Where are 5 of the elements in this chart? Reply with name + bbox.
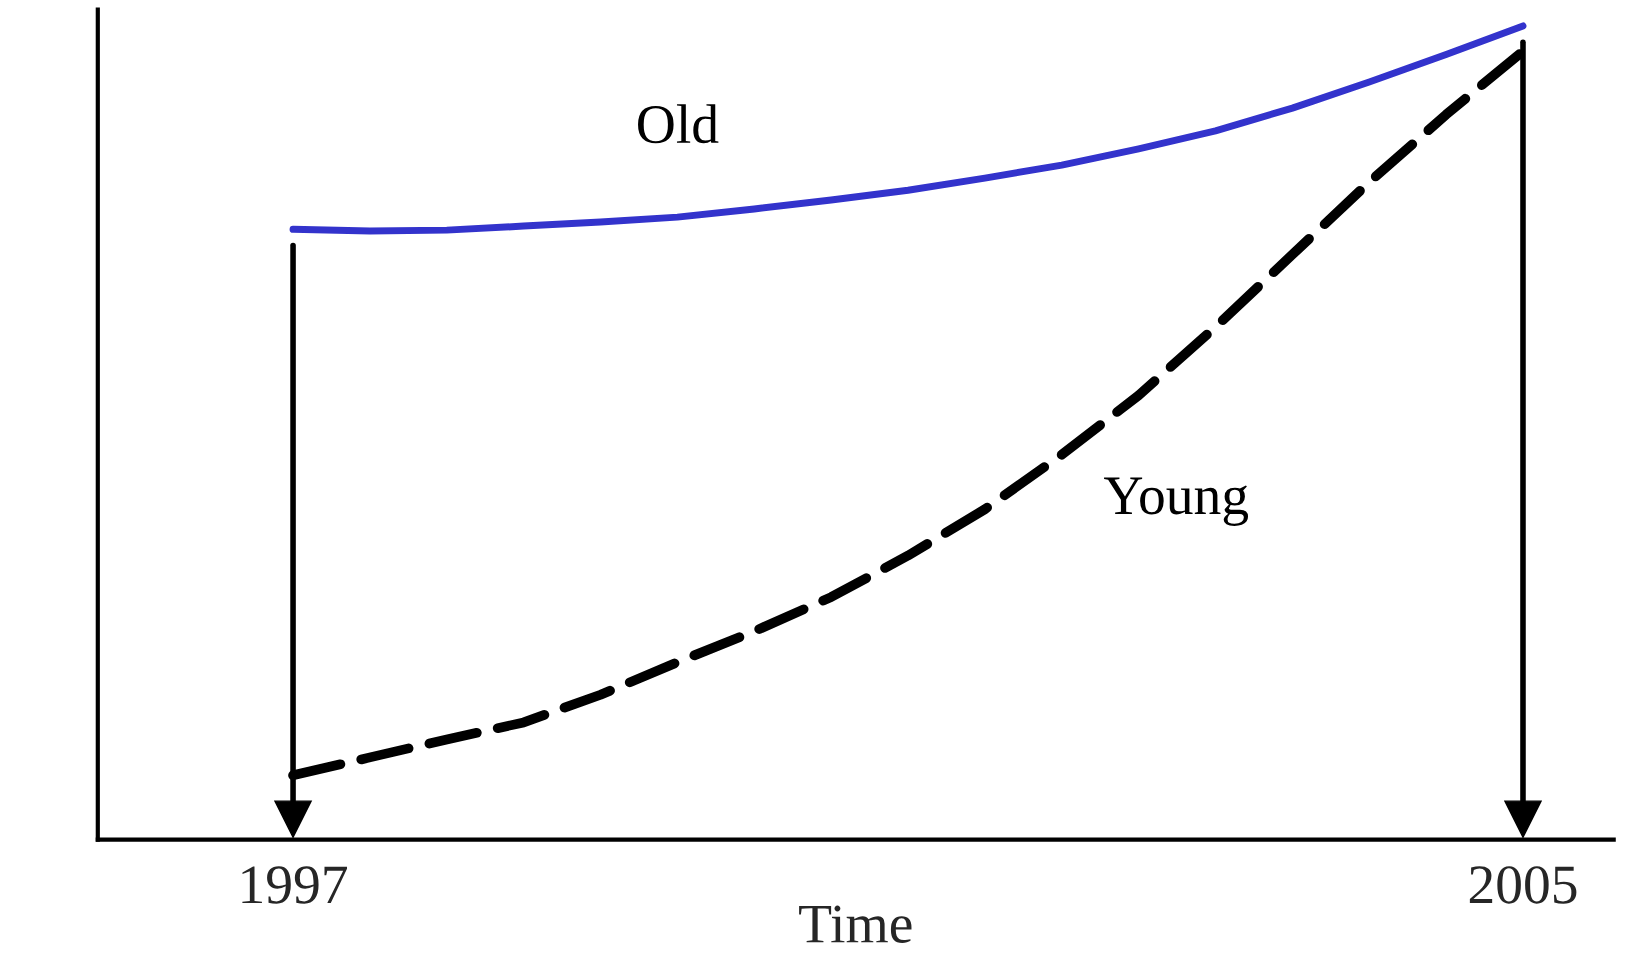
x-axis-title: Time xyxy=(799,905,912,943)
series-label: Old xyxy=(638,104,719,144)
x-tick-label: 2005 xyxy=(1469,866,1577,904)
x-tick-label: 1997 xyxy=(242,866,348,904)
series-label: Young xyxy=(1104,477,1249,526)
